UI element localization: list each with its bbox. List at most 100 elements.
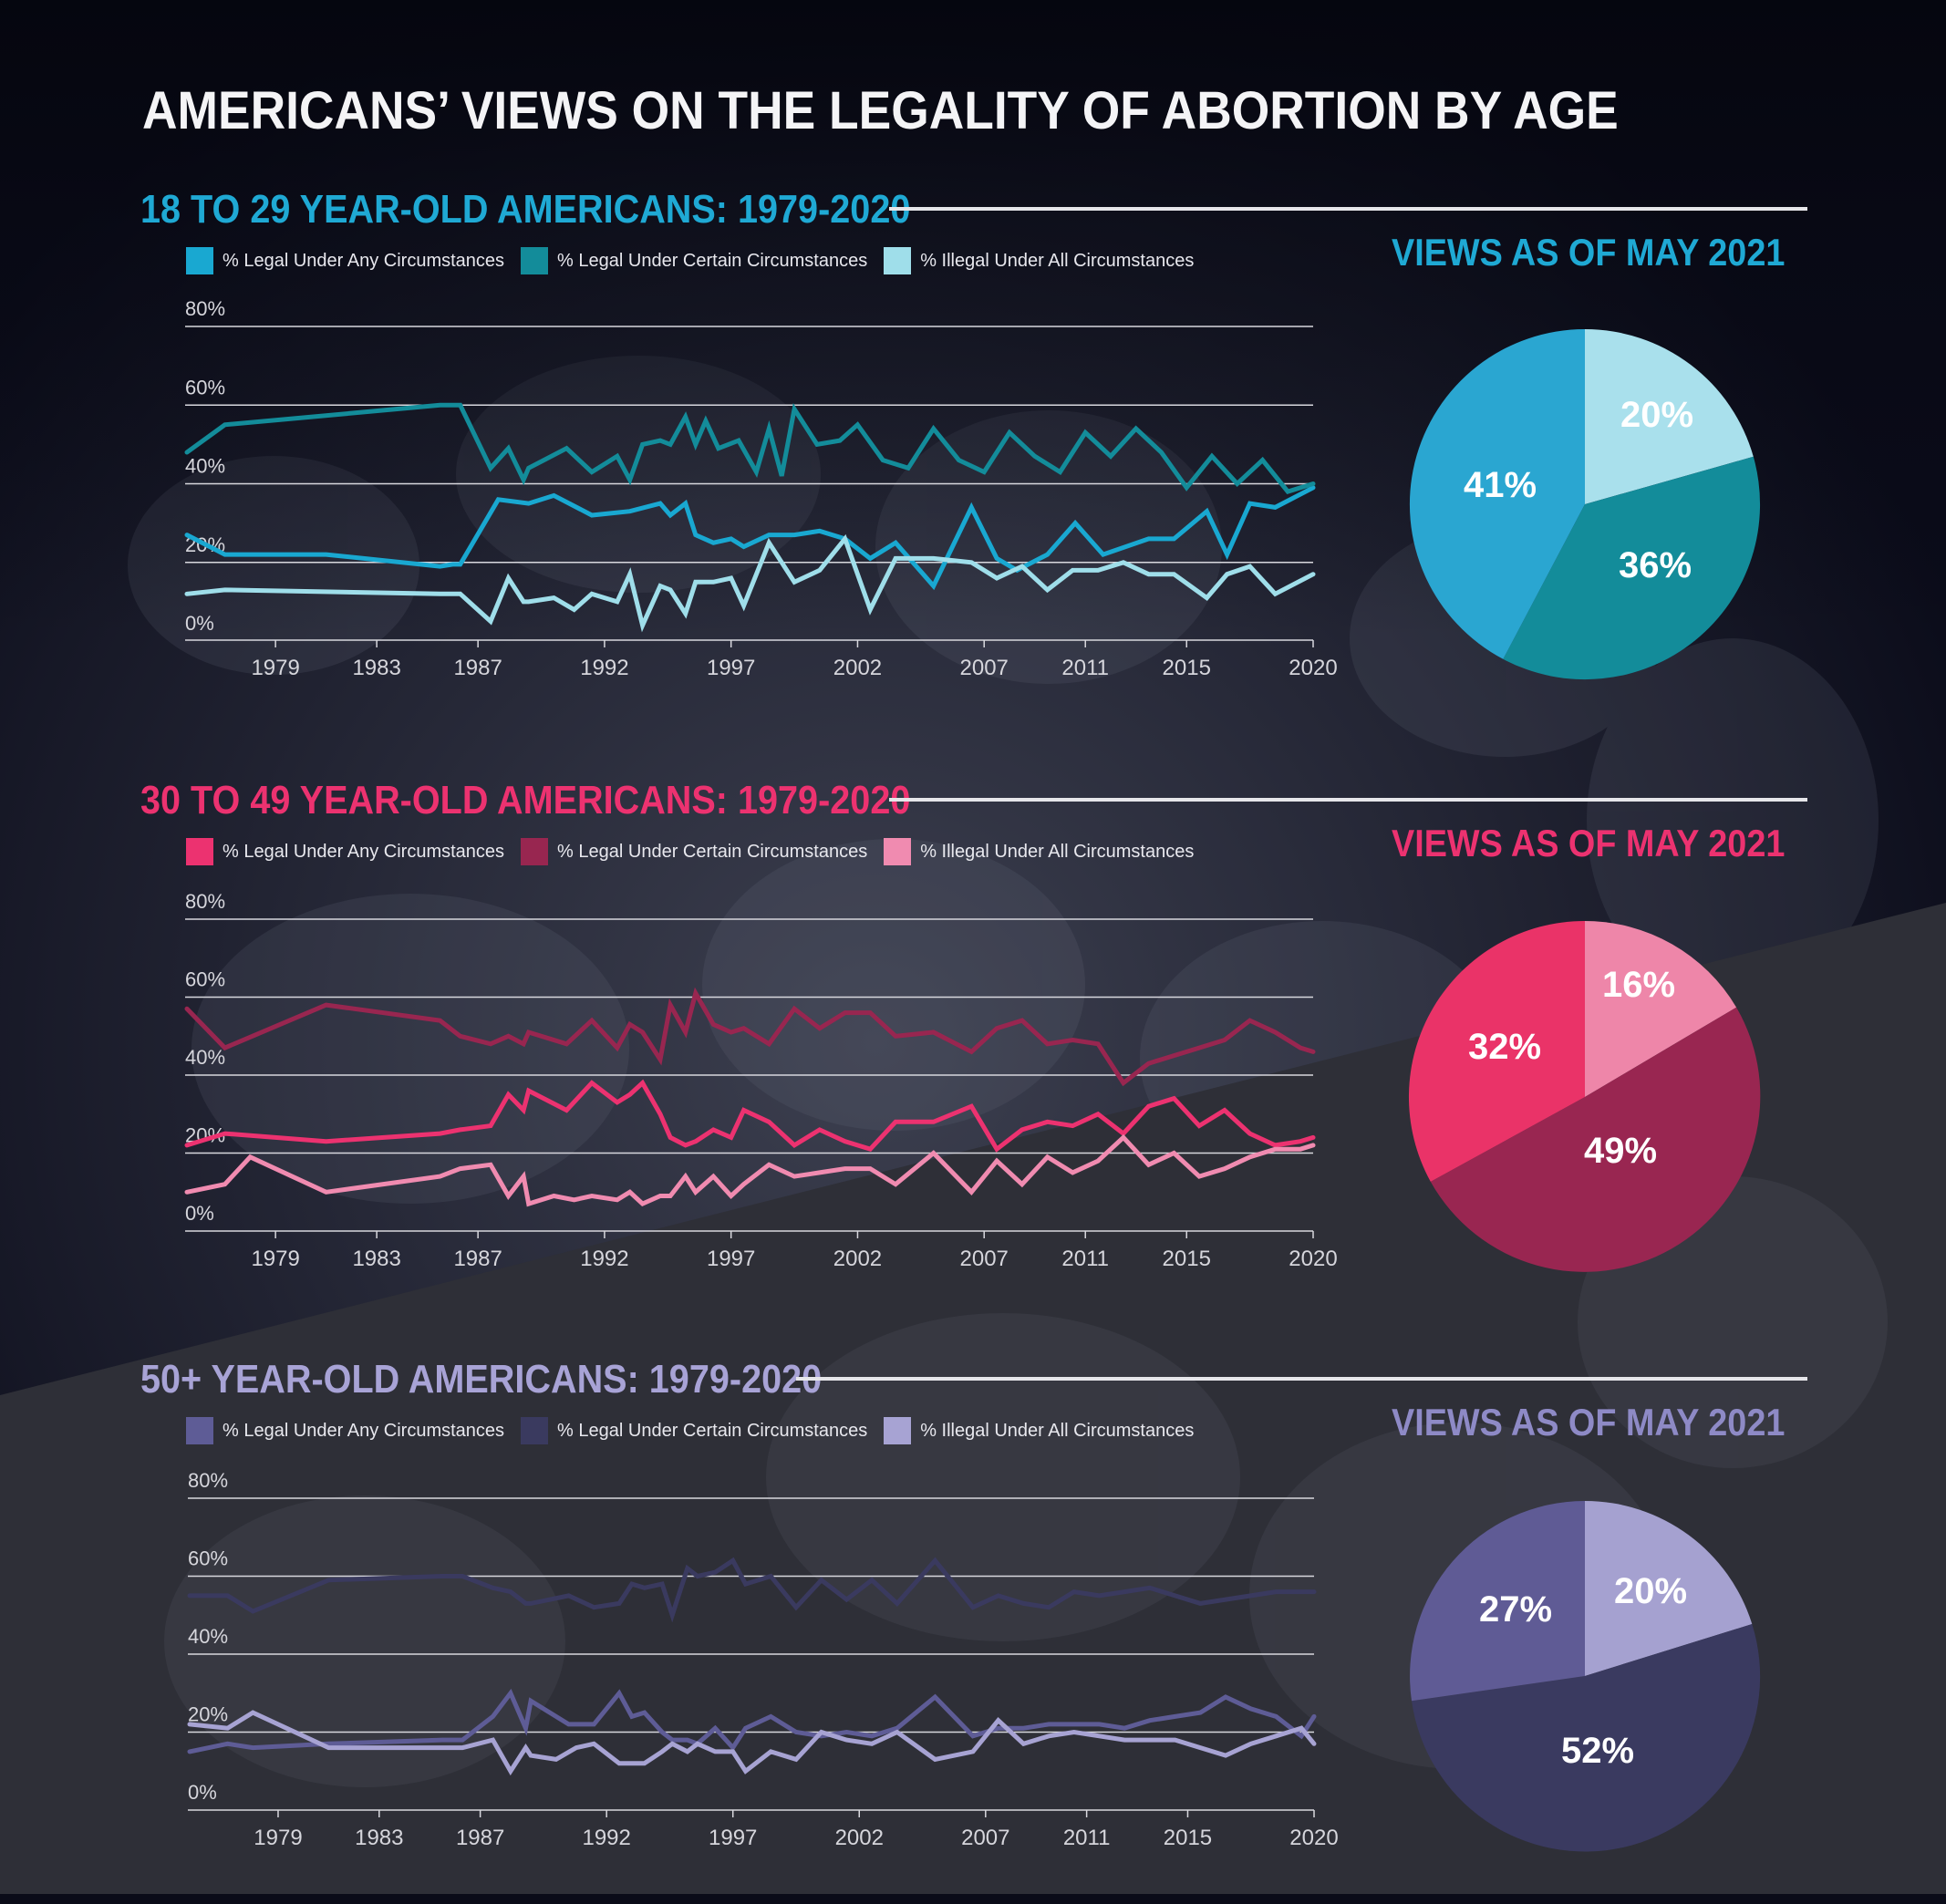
legend-item: % Illegal Under All Circumstances — [884, 1417, 1194, 1444]
x-tick-label: 1979 — [254, 1826, 302, 1850]
pie-label: 20% — [1620, 395, 1693, 435]
legend-label: % Legal Under Certain Circumstances — [557, 841, 868, 862]
legend-swatch — [186, 247, 213, 274]
series-line — [184, 1133, 1316, 1207]
legend: % Legal Under Any Circumstances % Legal … — [186, 1417, 1194, 1444]
series-line — [187, 1710, 1317, 1776]
legend-item: % Legal Under Certain Circumstances — [521, 838, 867, 865]
pie-slice — [1503, 456, 1761, 680]
legend-item: % Legal Under Any Circumstances — [186, 1417, 504, 1444]
legend-label: % Legal Under Certain Circumstances — [557, 1420, 868, 1441]
x-tick-label: 2011 — [1061, 1247, 1109, 1271]
section-30-49: 30 TO 49 YEAR-OLD AMERICANS: 1979-2020 %… — [0, 778, 1946, 1325]
x-tick-label: 1992 — [580, 1247, 628, 1271]
y-tick-label: 80% — [185, 297, 225, 320]
x-tick-label: 1987 — [453, 656, 502, 680]
section-18-29: 18 TO 29 YEAR-OLD AMERICANS: 1979-2020 %… — [0, 187, 1946, 734]
x-tick-label: 2002 — [833, 656, 882, 680]
section-title: 18 TO 29 YEAR-OLD AMERICANS: 1979-2020 — [140, 187, 911, 232]
series-line — [184, 533, 1316, 633]
x-tick-label: 2011 — [1061, 656, 1109, 680]
legend-swatch — [884, 1417, 912, 1444]
legend-label: % Illegal Under All Circumstances — [920, 841, 1195, 862]
legend-swatch — [521, 838, 549, 865]
pie-slice — [1430, 1007, 1761, 1272]
x-tick-label: 2020 — [1289, 656, 1337, 680]
y-tick-label: 80% — [185, 890, 225, 913]
section-title: 30 TO 49 YEAR-OLD AMERICANS: 1979-2020 — [140, 778, 911, 823]
x-tick-label: 1983 — [352, 1247, 400, 1271]
x-tick-label: 2015 — [1163, 656, 1211, 680]
y-tick-label: 80% — [188, 1469, 228, 1492]
page-title: AMERICANS’ VIEWS ON THE LEGALITY OF ABOR… — [142, 81, 1619, 140]
x-tick-label: 2020 — [1289, 1247, 1337, 1271]
pie-slice — [1412, 1624, 1761, 1852]
pie-chart: 16% 49% 32% — [1408, 921, 1761, 1272]
legend-item: % Legal Under Certain Circumstances — [521, 247, 867, 274]
x-tick-label: 2020 — [1289, 1826, 1338, 1850]
y-tick-label: 60% — [185, 376, 225, 398]
y-tick-label: 60% — [185, 968, 225, 991]
series-line — [184, 485, 1316, 591]
legend-swatch — [521, 1417, 549, 1444]
x-tick-label: 1979 — [251, 656, 299, 680]
pie-label: 20% — [1614, 1571, 1687, 1611]
x-tick-label: 2007 — [960, 656, 1009, 680]
section-title: 50+ YEAR-OLD AMERICANS: 1979-2020 — [140, 1357, 823, 1402]
pie-slice — [1585, 921, 1737, 1097]
y-tick-label: 0% — [185, 612, 214, 635]
y-tick-label: 60% — [188, 1547, 228, 1570]
x-tick-label: 1987 — [453, 1247, 502, 1271]
section-50-plus: 50+ YEAR-OLD AMERICANS: 1979-2020 % Lega… — [0, 1357, 1946, 1904]
x-tick-label: 1997 — [707, 656, 755, 680]
pie-slice — [1408, 921, 1585, 1182]
pie-label: 16% — [1602, 965, 1675, 1005]
legend-label: % Legal Under Any Circumstances — [223, 1420, 505, 1441]
x-tick-label: 1979 — [251, 1247, 299, 1271]
x-tick-label: 1992 — [582, 1826, 630, 1850]
pie-title: VIEWS AS OF MAY 2021 — [1392, 822, 1786, 864]
legend-item: % Illegal Under All Circumstances — [884, 247, 1194, 274]
x-tick-label: 2002 — [835, 1826, 884, 1850]
y-tick-label: 40% — [185, 455, 225, 478]
x-tick-label: 2015 — [1164, 1826, 1212, 1850]
series-line — [184, 1079, 1316, 1153]
pie-label: 41% — [1464, 465, 1537, 505]
legend-swatch — [186, 1417, 213, 1444]
pie-slice — [1585, 1501, 1753, 1676]
legend-swatch — [186, 838, 213, 865]
pie-label: 52% — [1561, 1731, 1634, 1771]
legend-label: % Illegal Under All Circumstances — [920, 1420, 1195, 1441]
legend-swatch — [884, 838, 912, 865]
legend-label: % Legal Under Any Circumstances — [223, 250, 505, 271]
x-tick-label: 1983 — [355, 1826, 403, 1850]
legend-swatch — [521, 247, 549, 274]
y-tick-label: 40% — [185, 1046, 225, 1069]
x-tick-label: 2002 — [833, 1247, 882, 1271]
y-tick-label: 40% — [188, 1625, 228, 1648]
legend-item: % Illegal Under All Circumstances — [884, 838, 1194, 865]
line-chart: 0%20%40%60%80%1979 1983 1987 1992 1997 2002 20… — [184, 890, 1338, 1271]
pie-label: 49% — [1584, 1131, 1657, 1171]
pie-slice — [1585, 329, 1754, 504]
legend-item: % Legal Under Any Circumstances — [186, 838, 504, 865]
pie-label: 32% — [1468, 1027, 1541, 1067]
x-tick-label: 1997 — [707, 1247, 755, 1271]
series-line — [187, 1557, 1317, 1623]
legend-item: % Legal Under Any Circumstances — [186, 247, 504, 274]
series-line — [184, 987, 1316, 1087]
x-tick-label: 1987 — [456, 1826, 504, 1850]
pie-slice — [1409, 329, 1585, 659]
title-rule — [889, 798, 1807, 802]
pie-title: VIEWS AS OF MAY 2021 — [1392, 1401, 1786, 1444]
y-tick-label: 20% — [188, 1703, 228, 1726]
legend: % Legal Under Any Circumstances % Legal … — [186, 838, 1194, 865]
x-tick-label: 2007 — [960, 1247, 1009, 1271]
pie-label: 27% — [1479, 1589, 1552, 1630]
line-chart: 0%20%40%60%80%1979 1983 1987 1992 1997 2002 20… — [187, 1469, 1339, 1850]
series-line — [184, 402, 1316, 494]
legend-label: % Illegal Under All Circumstances — [920, 250, 1195, 271]
pie-chart: 20% 52% 27% — [1410, 1501, 1761, 1852]
y-tick-label: 0% — [185, 1202, 214, 1225]
